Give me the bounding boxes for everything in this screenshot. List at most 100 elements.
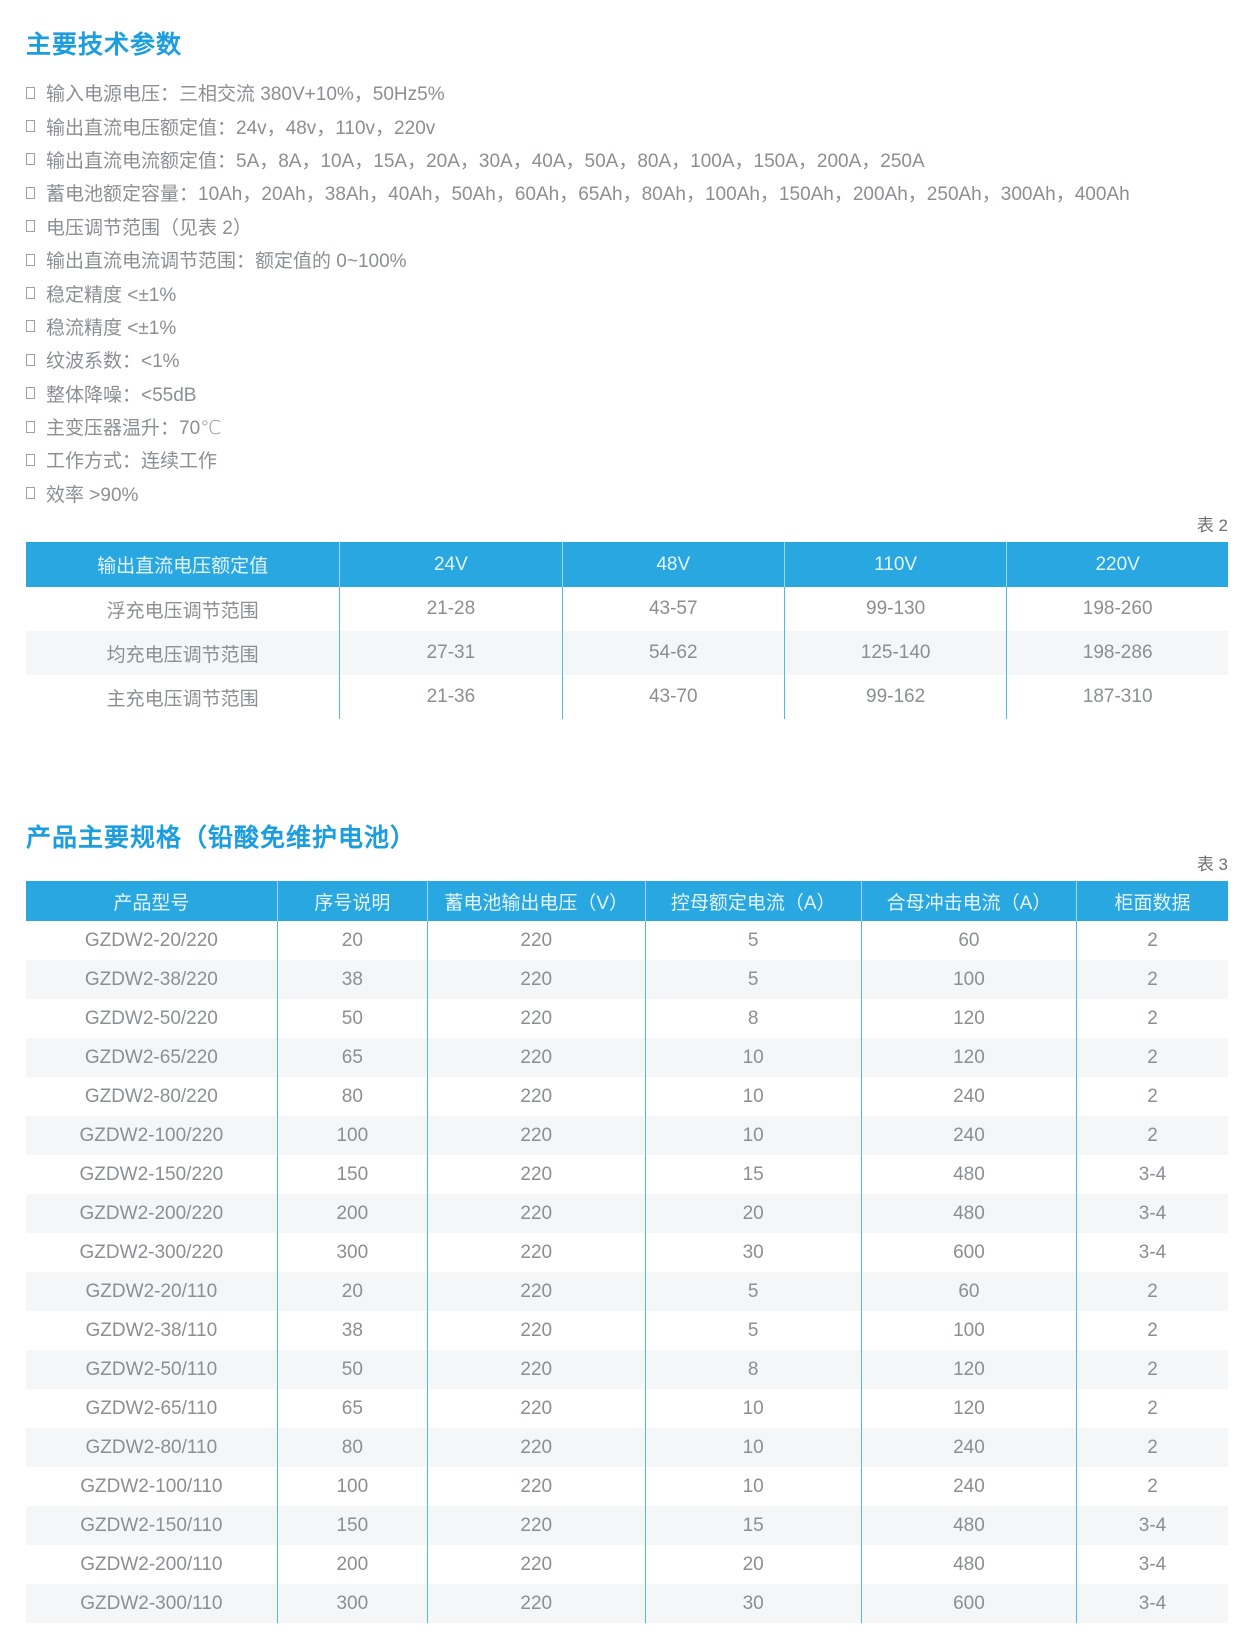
table-row: GZDW2-300/110 300 220 30 600 3-4 <box>26 1584 1228 1624</box>
table-cell: 120 <box>860 1389 1077 1429</box>
table-cell: 5 <box>644 1272 862 1312</box>
table-cell: 2 <box>1076 1350 1228 1390</box>
column-header: 产品型号 <box>26 881 278 922</box>
product-spec-table-body: GZDW2-20/220 20 220 5 60 2 GZDW2-38/220 … <box>26 921 1228 1624</box>
table-cell: 120 <box>860 999 1077 1039</box>
table-row: GZDW2-150/110 150 220 15 480 3-4 <box>26 1506 1228 1546</box>
table-cell: GZDW2-100/220 <box>79 1124 224 1146</box>
table-cell: GZDW2-65/220 <box>84 1046 218 1068</box>
bullet-icon <box>26 420 35 433</box>
table-row: 主充电压调节范围 21-36 43-70 99-162 187-310 <box>26 675 1228 720</box>
spec-item: 主变压器温升：70℃ <box>26 410 1228 443</box>
table-cell: 主充电压调节范围 <box>106 688 259 710</box>
spec-item-text: 整体降噪：<55dB <box>46 384 197 406</box>
table-cell: 240 <box>860 1116 1077 1156</box>
table-cell: GZDW2-80/110 <box>85 1436 218 1458</box>
table-cell: 60 <box>860 1272 1077 1312</box>
table-cell: 2 <box>1076 1428 1228 1468</box>
table-cell: 150 <box>276 1506 428 1546</box>
table-cell: 198-260 <box>1006 587 1228 632</box>
table-cell: 15 <box>644 1155 862 1195</box>
table-cell: 20 <box>644 1194 862 1234</box>
table-cell: 5 <box>644 960 862 1000</box>
table-cell: 8 <box>644 1350 862 1390</box>
table-cell: 600 <box>860 1233 1077 1273</box>
bullet-icon <box>26 387 35 400</box>
table-row: GZDW2-20/220 20 220 5 60 2 <box>26 921 1228 961</box>
table-cell: 480 <box>860 1155 1077 1195</box>
spec-item-text: 输入电源电压：三相交流 380V+10%，50Hz5% <box>46 84 445 106</box>
spec-item-text: 工作方式：连续工作 <box>46 451 218 473</box>
table-cell: 300 <box>276 1233 428 1273</box>
table-cell: 99-162 <box>783 675 1007 720</box>
table-cell: 200 <box>276 1194 428 1234</box>
table-cell: 150 <box>276 1155 428 1195</box>
product-spec-table: 产品型号 序号说明 蓄电池输出电压（V） 控母额定电流（A） 合母冲击电流（A）… <box>26 881 1228 1624</box>
table-cell: 3-4 <box>1076 1584 1228 1624</box>
bullet-icon <box>26 453 35 466</box>
table-cell: 220 <box>426 1233 645 1273</box>
table-cell: 220 <box>426 1350 645 1390</box>
spec-item: 蓄电池额定容量：10Ah，20Ah，38Ah，40Ah，50Ah，60Ah，65… <box>26 176 1228 209</box>
table-cell: 600 <box>860 1584 1077 1624</box>
spec-item-text: 主变压器温升：70℃ <box>46 418 222 440</box>
spec-item-text: 稳流精度 <±1% <box>46 317 177 339</box>
table-cell: 220 <box>426 1116 645 1156</box>
table-cell: 220 <box>426 1545 645 1585</box>
column-header: 序号说明 <box>276 881 428 922</box>
table-row: GZDW2-100/110 100 220 10 240 2 <box>26 1467 1228 1507</box>
spec-item-text: 纹波系数：<1% <box>46 351 180 373</box>
table-cell: 10 <box>644 1077 862 1117</box>
table-cell: 187-310 <box>1006 675 1228 720</box>
table-row: GZDW2-300/220 300 220 30 600 3-4 <box>26 1233 1228 1273</box>
table-cell: GZDW2-300/220 <box>79 1241 224 1263</box>
spec-item: 工作方式：连续工作 <box>26 443 1228 476</box>
spec-item-text: 输出直流电流额定值：5A，8A，10A，15A，20A，30A，40A，50A，… <box>46 150 925 172</box>
table-cell: GZDW2-20/110 <box>85 1280 218 1302</box>
voltage-range-table: 输出直流电压额定值 24V 48V 110V 220V 浮充电压调节范围 21-… <box>26 542 1228 720</box>
spec-item: 效率 >90% <box>26 477 1228 510</box>
table-cell: 2 <box>1076 1077 1228 1117</box>
table-cell: GZDW2-50/110 <box>85 1358 218 1380</box>
table-cell: 300 <box>276 1584 428 1624</box>
table-cell: 200 <box>276 1545 428 1585</box>
table-row: GZDW2-38/220 38 220 5 100 2 <box>26 960 1228 1000</box>
spec-item: 整体降噪：<55dB <box>26 377 1228 410</box>
table-cell: 220 <box>426 1584 645 1624</box>
bullet-icon <box>26 353 35 366</box>
spec-item: 输入电源电压：三相交流 380V+10%，50Hz5% <box>26 76 1228 109</box>
table-cell: 10 <box>644 1038 862 1078</box>
table-header-row: 产品型号 序号说明 蓄电池输出电压（V） 控母额定电流（A） 合母冲击电流（A）… <box>26 881 1228 922</box>
table-cell: 3-4 <box>1076 1194 1228 1234</box>
table-row: GZDW2-100/220 100 220 10 240 2 <box>26 1116 1228 1156</box>
column-header: 合母冲击电流（A） <box>860 881 1077 922</box>
table-cell: 120 <box>860 1350 1077 1390</box>
table-cell: 2 <box>1076 1116 1228 1156</box>
table-cell: 240 <box>860 1428 1077 1468</box>
table-cell: GZDW2-200/110 <box>80 1553 223 1575</box>
table-cell: 100 <box>276 1467 428 1507</box>
table-row: GZDW2-80/220 80 220 10 240 2 <box>26 1077 1228 1117</box>
table3-label: 表 3 <box>1196 855 1228 875</box>
table-cell: GZDW2-38/110 <box>85 1319 218 1341</box>
table-cell: 3-4 <box>1076 1506 1228 1546</box>
table-cell: 21-36 <box>339 675 563 720</box>
table-cell: 43-70 <box>561 675 785 720</box>
spec-item: 输出直流电流调节范围：额定值的 0~100% <box>26 243 1228 276</box>
spec-item: 输出直流电压额定值：24v，48v，110v，220v <box>26 109 1228 142</box>
table-cell: 240 <box>860 1077 1077 1117</box>
table-row: GZDW2-200/220 200 220 20 480 3-4 <box>26 1194 1228 1234</box>
bullet-icon <box>26 487 35 500</box>
table-cell: 20 <box>644 1545 862 1585</box>
spec-item: 输出直流电流额定值：5A，8A，10A，15A，20A，30A，40A，50A，… <box>26 143 1228 176</box>
table-cell: GZDW2-150/220 <box>79 1163 224 1185</box>
spec-item-text: 稳定精度 <±1% <box>46 284 177 306</box>
table-cell: 65 <box>276 1038 428 1078</box>
table-cell: GZDW2-100/110 <box>80 1475 223 1497</box>
bullet-icon <box>26 220 35 233</box>
spec-item-text: 电压调节范围（见表 2） <box>46 217 252 239</box>
table-cell: 220 <box>426 1428 645 1468</box>
table-cell: 240 <box>860 1467 1077 1507</box>
section-title-product-specs: 产品主要规格（铅酸免维护电池） <box>26 824 417 853</box>
